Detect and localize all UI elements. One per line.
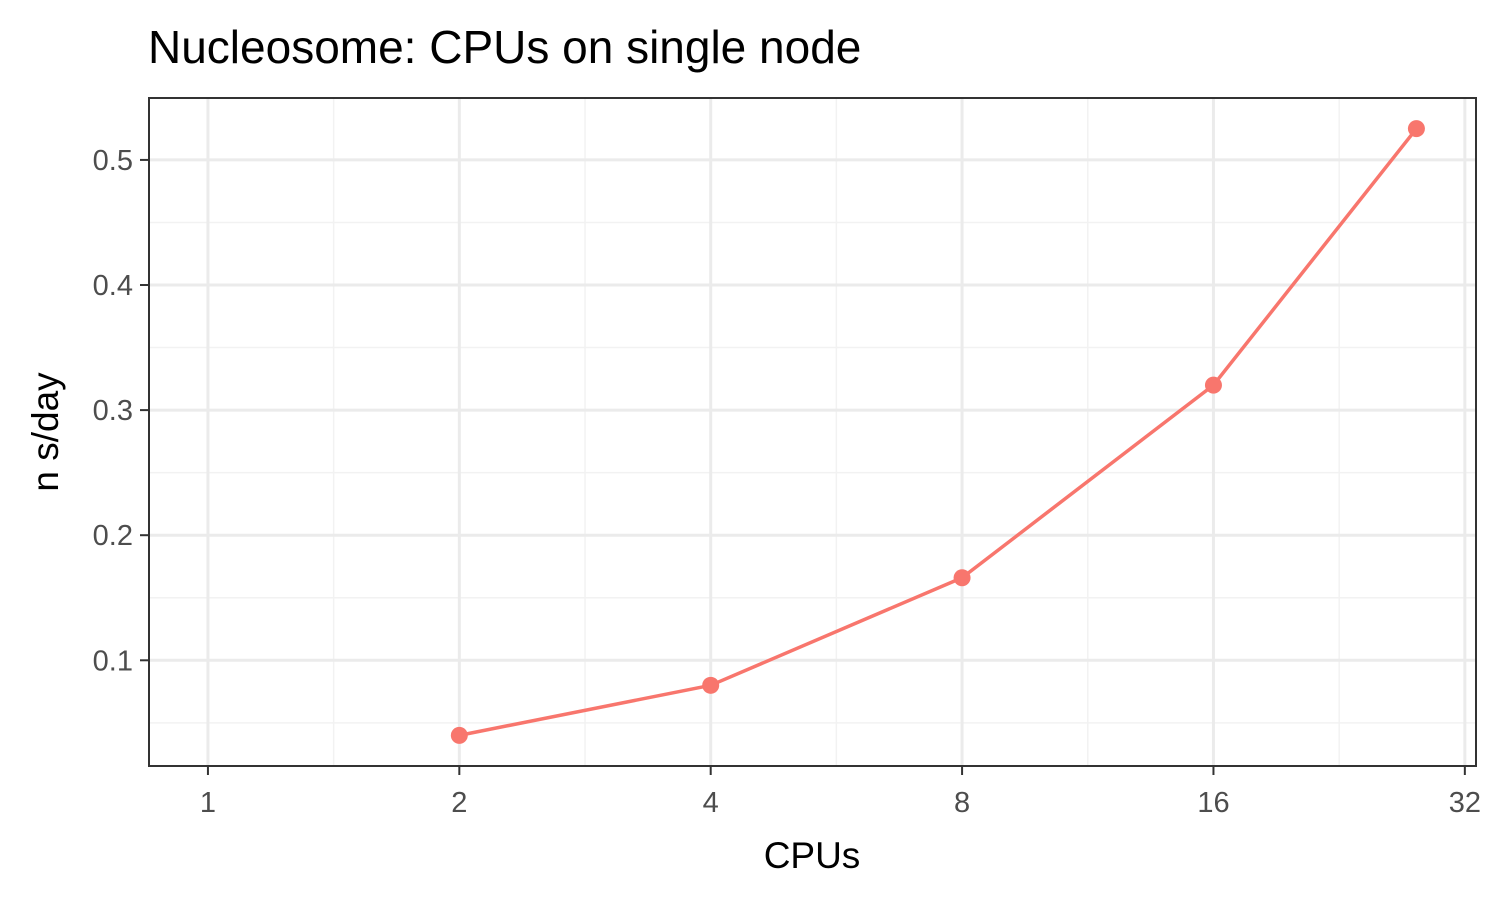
x-tick-label: 1 <box>200 787 216 819</box>
data-point <box>1204 376 1222 394</box>
y-axis-title: n s/day <box>25 372 66 492</box>
x-tick-label: 32 <box>1449 787 1481 819</box>
y-tick-label: 0.1 <box>93 645 133 677</box>
series-layer <box>450 120 1425 744</box>
x-axis: 1 2 4 8 16 32 <box>200 766 1481 819</box>
y-tick-label: 0.4 <box>93 270 133 302</box>
y-tick-label: 0.5 <box>93 145 133 177</box>
data-point <box>450 726 468 744</box>
y-tick-label: 0.3 <box>93 395 133 427</box>
x-tick-label: 8 <box>954 787 970 819</box>
data-point <box>1407 120 1425 138</box>
data-point <box>702 676 720 694</box>
x-tick-label: 16 <box>1197 787 1229 819</box>
y-tick-label: 0.2 <box>93 520 133 552</box>
chart-title: Nucleosome: CPUs on single node <box>148 21 861 73</box>
x-tick-label: 4 <box>703 787 719 819</box>
grid <box>149 98 1476 766</box>
y-axis: 0.1 0.2 0.3 0.4 0.5 <box>93 145 149 677</box>
x-axis-title: CPUs <box>764 835 861 876</box>
data-point <box>953 569 971 587</box>
series-line <box>458 127 1418 738</box>
x-tick-label: 2 <box>451 787 467 819</box>
panel-border <box>148 97 1477 767</box>
